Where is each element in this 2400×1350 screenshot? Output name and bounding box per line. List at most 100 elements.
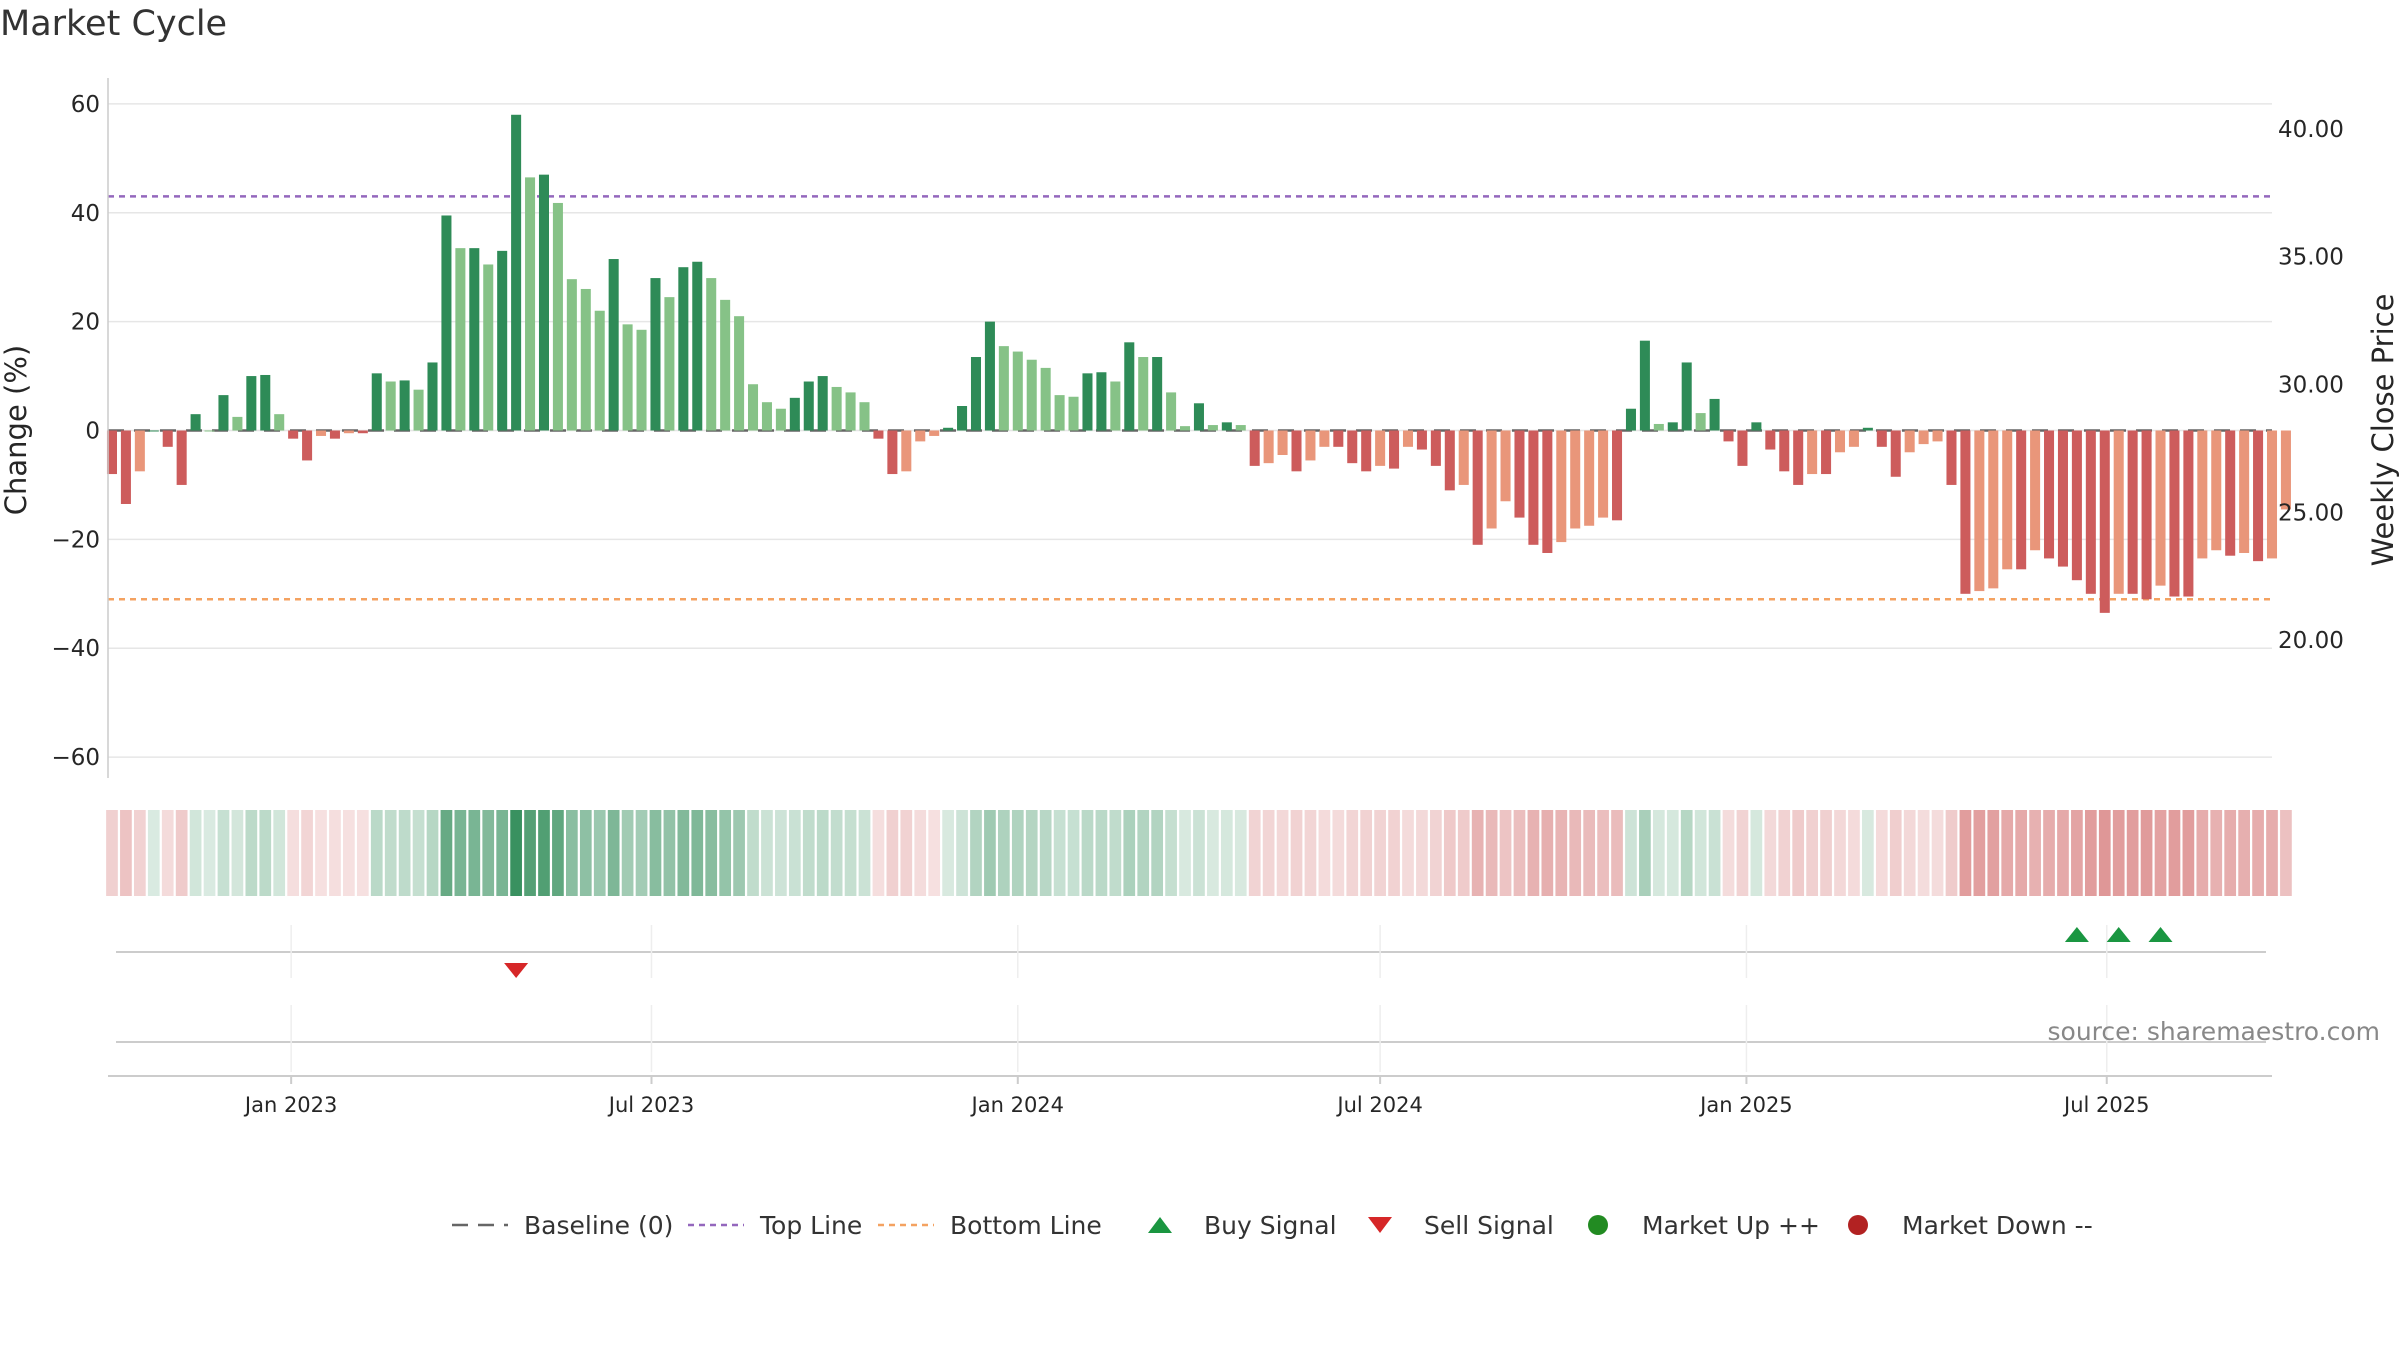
bar-87 — [1319, 430, 1330, 447]
strip-cell-113 — [1680, 810, 1693, 896]
strip-cell-30 — [524, 810, 536, 896]
strip-cell-77 — [1179, 810, 1191, 896]
legend-swatch-down — [1848, 1215, 1868, 1235]
strip-cell-127 — [1875, 810, 1888, 896]
legend-entry-sell: Sell Signal — [1368, 1211, 1554, 1240]
legend-swatch-sell — [1368, 1217, 1392, 1233]
strip-cell-81 — [1234, 810, 1247, 896]
bar-72 — [1110, 381, 1121, 431]
source-label: source: sharemaestro.com — [2048, 1017, 2381, 1046]
bar-51 — [817, 376, 828, 431]
strip-cell-57 — [900, 810, 913, 896]
bars-layer — [106, 114, 2291, 613]
strip-cell-148 — [2168, 810, 2181, 896]
strip-cell-111 — [1652, 810, 1665, 896]
bar-144 — [2113, 430, 2124, 594]
strip-cell-11 — [259, 810, 272, 896]
strip-cell-37 — [621, 810, 634, 896]
x-tick-label-4: Jan 2025 — [1698, 1093, 1793, 1117]
bar-41 — [678, 267, 689, 431]
legend-label-top: Top Line — [759, 1211, 862, 1240]
strip-cell-54 — [858, 810, 871, 896]
legend-label-down: Market Down -- — [1902, 1211, 2093, 1240]
strip-cell-155 — [2266, 810, 2278, 896]
bar-37 — [622, 324, 633, 431]
strip-cell-134 — [1973, 810, 1986, 896]
bar-73 — [1124, 342, 1135, 431]
strip-cell-6 — [189, 810, 202, 896]
strip-cell-94 — [1416, 810, 1428, 896]
bar-76 — [1166, 392, 1177, 431]
strip-cell-80 — [1220, 810, 1233, 896]
strip-cell-115 — [1708, 810, 1721, 896]
y-tick-left-5: −40 — [51, 636, 100, 662]
strip-cell-49 — [788, 810, 801, 896]
bar-138 — [2030, 430, 2041, 551]
bar-134 — [1974, 430, 1985, 592]
bar-117 — [1737, 430, 1748, 466]
legend-label-sell: Sell Signal — [1424, 1211, 1554, 1240]
bar-29 — [511, 114, 522, 431]
strip-cell-135 — [1987, 810, 2000, 896]
bar-74 — [1138, 357, 1149, 431]
bar-10 — [246, 376, 257, 431]
strip-cell-17 — [343, 810, 355, 896]
bar-62 — [970, 357, 982, 431]
y-tick-right-4: 20.00 — [2278, 628, 2344, 654]
bar-20 — [385, 381, 396, 431]
bar-88 — [1333, 430, 1344, 447]
bar-145 — [2127, 430, 2138, 594]
y-tick-right-0: 40.00 — [2278, 117, 2344, 143]
strip-cell-68 — [1053, 810, 1066, 896]
strip-cell-15 — [315, 810, 327, 896]
strip-cell-102 — [1527, 810, 1540, 896]
bar-96 — [1444, 430, 1455, 491]
bar-48 — [775, 408, 786, 431]
strip-cell-34 — [579, 810, 592, 896]
strip-cell-130 — [1917, 810, 1930, 896]
bar-5 — [176, 430, 187, 485]
y-tick-right-3: 25.00 — [2278, 500, 2344, 526]
strip-cell-132 — [1945, 810, 1958, 896]
strip-cell-69 — [1067, 810, 1080, 896]
strip-cell-83 — [1262, 810, 1275, 896]
strip-cell-7 — [203, 810, 216, 896]
bar-50 — [803, 381, 814, 431]
bar-64 — [998, 346, 1009, 431]
bar-80 — [1221, 422, 1232, 431]
bar-34 — [580, 288, 591, 431]
bar-49 — [789, 397, 800, 431]
legend-entry-baseline: Baseline (0) — [452, 1211, 673, 1240]
strip-cell-78 — [1193, 810, 1205, 896]
strip-cell-116 — [1722, 810, 1735, 896]
bar-46 — [748, 384, 759, 431]
strip-cell-121 — [1792, 810, 1805, 896]
strip-cell-8 — [217, 810, 230, 896]
strip-cell-29 — [510, 810, 522, 896]
strip-cell-110 — [1639, 810, 1651, 896]
bar-2 — [134, 430, 145, 472]
bar-82 — [1249, 430, 1260, 466]
strip-cell-128 — [1889, 810, 1902, 896]
bar-153 — [2239, 430, 2250, 553]
axes-layer: 60 40 20 0 −20 −40 −60 40.00 35.00 30.00 25.00 20.0… — [51, 78, 2344, 778]
strip-cell-3 — [147, 810, 160, 896]
strip-cell-48 — [775, 810, 787, 896]
signal-panel-layer — [116, 925, 2266, 1072]
bar-23 — [427, 362, 438, 431]
bar-156 — [2280, 430, 2291, 510]
bar-7 — [204, 430, 215, 432]
bar-36 — [608, 259, 619, 431]
bar-101 — [1514, 430, 1525, 518]
strip-cell-35 — [593, 810, 606, 896]
legend-entry-bottom: Bottom Line — [878, 1211, 1102, 1240]
bar-8 — [218, 395, 229, 431]
strip-cell-76 — [1165, 810, 1177, 896]
bar-120 — [1779, 430, 1790, 472]
y-tick-left-1: 40 — [71, 201, 100, 227]
bar-78 — [1193, 403, 1204, 431]
y-tick-right-2: 30.00 — [2278, 372, 2344, 398]
bar-58 — [915, 430, 926, 442]
strip-cell-131 — [1931, 810, 1944, 896]
